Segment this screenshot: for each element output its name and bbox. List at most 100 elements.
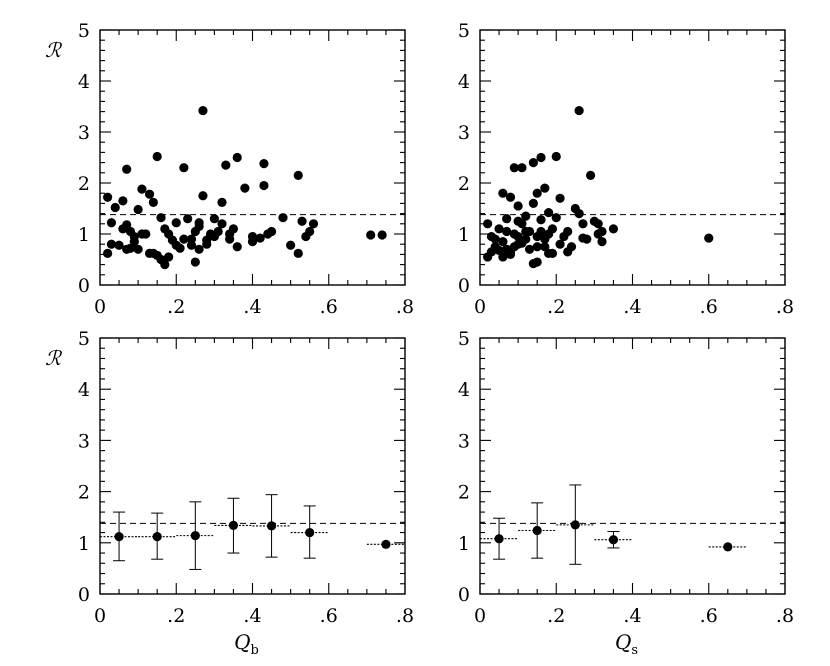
data-point <box>377 230 387 240</box>
x-tick-label: .4 <box>623 296 641 318</box>
binned-mean-point <box>532 525 542 536</box>
data-point <box>221 160 231 170</box>
y-tick-label: 5 <box>78 328 90 350</box>
data-point <box>190 257 200 267</box>
x-tick-label: .2 <box>547 296 565 318</box>
data-point <box>513 216 523 226</box>
data-point <box>133 204 143 215</box>
data-point <box>286 240 296 250</box>
y-tick-label: 2 <box>458 482 470 504</box>
data-point <box>597 237 607 247</box>
binned-mean-point <box>266 521 277 531</box>
x-tick-label: .6 <box>320 605 338 627</box>
data-point <box>502 226 512 237</box>
data-point <box>129 237 139 247</box>
y-tick-label: 0 <box>78 275 90 297</box>
x-axis-label: Qs <box>615 630 638 658</box>
data-point <box>186 240 197 250</box>
data-point <box>198 105 208 116</box>
data-point <box>179 163 189 173</box>
data-point <box>366 230 376 240</box>
x-tick-label: .8 <box>396 296 414 318</box>
panel-bottom-right: 0 1 2 3 4 5 0 .2 .4 .6 .8 Qs <box>458 328 794 658</box>
data-point <box>551 151 561 162</box>
y-tick-label: 0 <box>458 584 470 606</box>
data-point <box>160 260 170 270</box>
data-point <box>232 152 242 163</box>
binned-mean-point <box>228 520 239 530</box>
data-point <box>555 193 565 203</box>
data-point <box>194 244 204 254</box>
data-point <box>293 170 303 180</box>
binned-mean-point <box>381 539 391 549</box>
data-point <box>198 191 208 201</box>
x-tick-label: .6 <box>700 605 718 627</box>
data-point <box>544 248 554 258</box>
data-point <box>494 224 504 234</box>
x-tick-label: .8 <box>396 605 414 627</box>
binned-mean-point <box>608 535 619 545</box>
data-point <box>547 224 558 234</box>
data-point <box>498 188 508 198</box>
data-point <box>563 226 573 237</box>
data-point <box>179 234 189 244</box>
data-point <box>608 224 619 234</box>
y-tick-label: 0 <box>458 275 470 297</box>
data-point <box>517 163 527 173</box>
data-point <box>532 242 542 252</box>
data-point <box>578 219 588 229</box>
y-tick-label: 4 <box>78 71 90 93</box>
data-point <box>593 219 603 229</box>
binned-mean-point <box>190 531 200 541</box>
y-tick-label: 3 <box>78 122 90 144</box>
data-point <box>106 239 117 249</box>
data-point <box>490 234 500 244</box>
data-point <box>486 247 497 257</box>
x-axis-label-subscript: s <box>631 643 638 658</box>
data-point <box>505 249 516 259</box>
data-point <box>540 234 550 244</box>
data-point <box>551 213 561 223</box>
x-tick-label: .4 <box>623 605 641 627</box>
data-point <box>293 248 303 258</box>
data-point <box>259 159 269 169</box>
panel-top-left: 0 1 2 3 4 5 0 .2 .4 .6 .8 ℛ <box>45 20 414 318</box>
plot-frame <box>479 337 786 595</box>
data-point <box>517 238 527 248</box>
binned-mean-point <box>114 532 124 542</box>
data-point <box>509 242 519 252</box>
y-tick-label: 4 <box>458 379 470 401</box>
data-point <box>528 258 538 269</box>
data-point <box>521 226 531 237</box>
data-point <box>175 243 185 253</box>
data-point <box>217 197 227 207</box>
y-tick-label: 4 <box>78 379 90 401</box>
data-point <box>164 252 174 262</box>
data-point <box>152 151 162 162</box>
data-point <box>498 252 508 262</box>
y-tick-label: 5 <box>458 328 470 350</box>
data-point <box>483 219 493 229</box>
data-point <box>574 105 584 116</box>
data-point <box>704 233 714 243</box>
data-point <box>106 218 117 228</box>
data-point <box>259 180 269 191</box>
data-point <box>118 224 128 234</box>
x-tick-label: 0 <box>94 605 106 627</box>
data-point <box>513 201 523 211</box>
data-point <box>574 209 584 219</box>
data-point <box>209 214 219 224</box>
data-point <box>540 183 550 193</box>
x-tick-label: .4 <box>243 296 261 318</box>
data-point <box>228 224 239 234</box>
data-point <box>528 198 538 208</box>
data-point <box>297 216 307 226</box>
data-point <box>110 202 120 213</box>
y-tick-label: 1 <box>458 533 470 555</box>
data-point <box>202 239 212 249</box>
data-point <box>171 218 181 228</box>
data-point <box>133 244 143 254</box>
panel-bottom-left: 0 1 2 3 4 5 0 .2 .4 .6 .8 ℛ Qb <box>45 328 414 658</box>
data-point <box>103 248 113 258</box>
data-point <box>103 192 113 202</box>
